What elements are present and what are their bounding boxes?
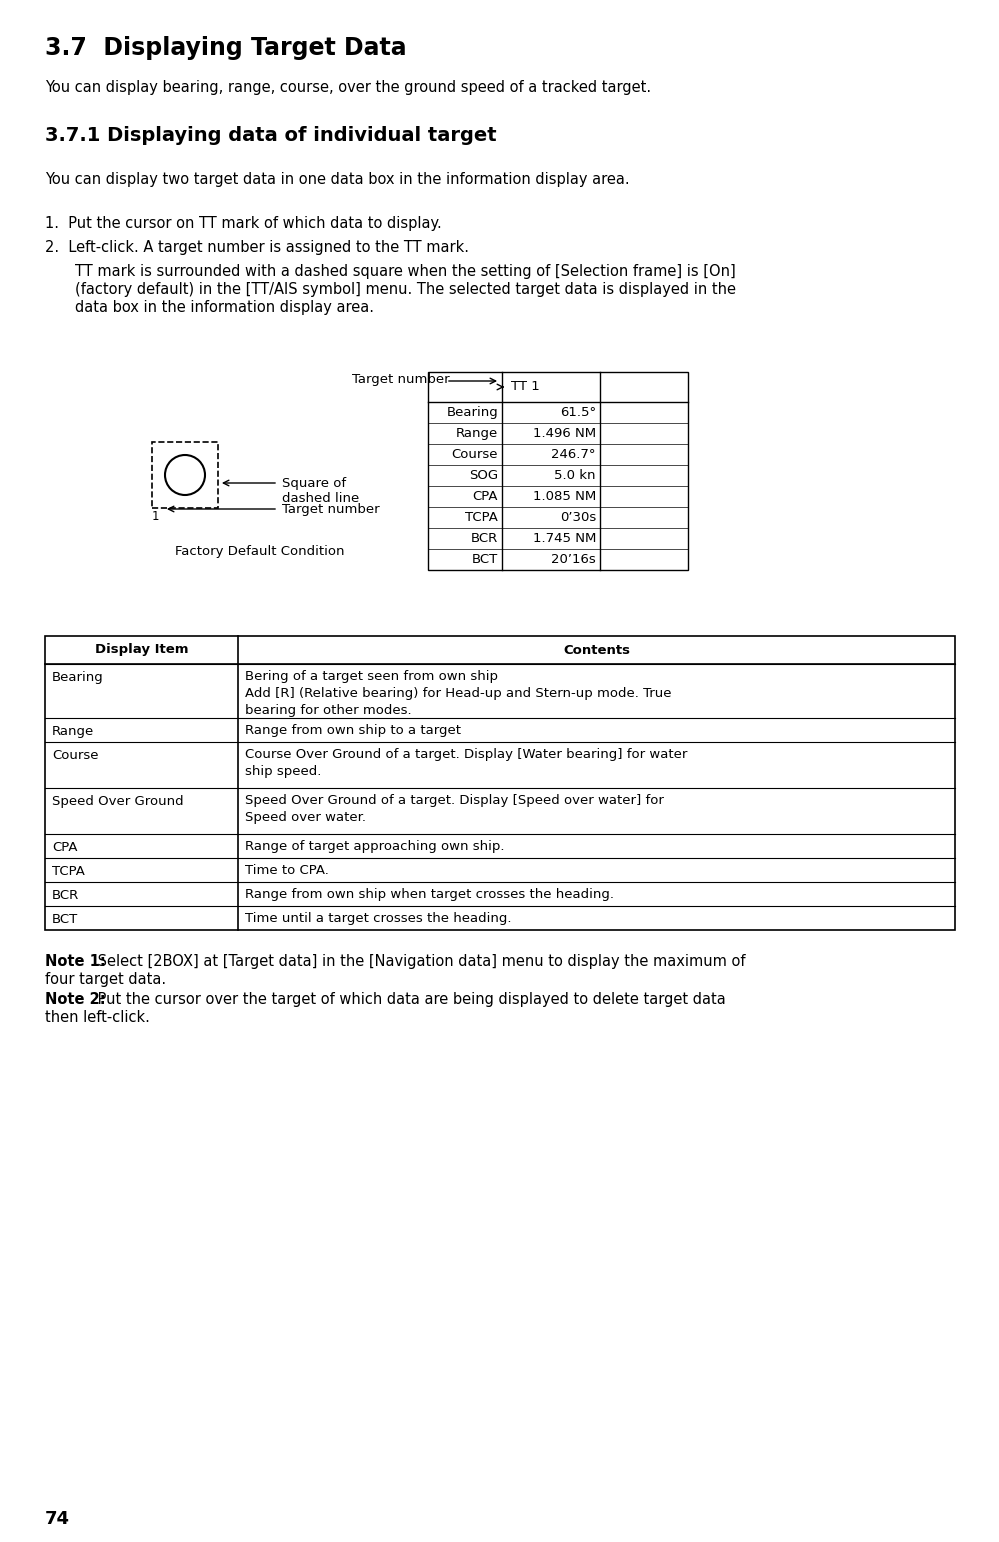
Text: bearing for other modes.: bearing for other modes. [245,705,412,717]
Text: BCT: BCT [52,913,78,927]
Text: then left-click.: then left-click. [45,1010,150,1025]
Text: 74: 74 [45,1510,70,1528]
Text: Time to CPA.: Time to CPA. [245,864,329,877]
Text: Factory Default Condition: Factory Default Condition [175,544,345,558]
Text: 246.7°: 246.7° [551,449,596,461]
Text: 61.5°: 61.5° [559,406,596,419]
Text: TT mark is surrounded with a dashed square when the setting of [Selection frame]: TT mark is surrounded with a dashed squa… [75,264,735,279]
Text: Contents: Contents [563,643,630,657]
Text: Target number: Target number [282,503,380,515]
Text: dashed line: dashed line [282,492,360,504]
Text: (factory default) in the [TT/AIS symbol] menu. The selected target data is displ: (factory default) in the [TT/AIS symbol]… [75,282,736,298]
Text: Course: Course [452,449,498,461]
Text: 1: 1 [152,510,160,523]
Text: Target number: Target number [352,373,450,386]
Text: 3.7  Displaying Target Data: 3.7 Displaying Target Data [45,35,407,60]
Text: Speed over water.: Speed over water. [245,811,366,823]
Text: Select [2BOX] at [Target data] in the [Navigation data] menu to display the maxi: Select [2BOX] at [Target data] in the [N… [93,954,745,968]
Text: Display Item: Display Item [95,643,188,657]
Text: Course: Course [52,749,99,762]
Text: CPA: CPA [52,840,78,854]
Text: 1.085 NM: 1.085 NM [532,490,596,503]
Text: four target data.: four target data. [45,971,166,987]
Text: BCR: BCR [471,532,498,544]
Text: ship speed.: ship speed. [245,765,322,779]
Circle shape [165,455,205,495]
Text: 20’16s: 20’16s [551,554,596,566]
Text: 1.745 NM: 1.745 NM [532,532,596,544]
Text: Range of target approaching own ship.: Range of target approaching own ship. [245,840,504,853]
Text: Speed Over Ground: Speed Over Ground [52,796,184,808]
Text: Time until a target crosses the heading.: Time until a target crosses the heading. [245,911,511,925]
Text: You can display bearing, range, course, over the ground speed of a tracked targe: You can display bearing, range, course, … [45,80,651,96]
Text: Add [R] (Relative bearing) for Head-up and Stern-up mode. True: Add [R] (Relative bearing) for Head-up a… [245,688,671,700]
Text: TCPA: TCPA [466,510,498,524]
Text: 0’30s: 0’30s [559,510,596,524]
Text: BCR: BCR [52,890,79,902]
Text: Range: Range [456,427,498,439]
Text: You can display two target data in one data box in the information display area.: You can display two target data in one d… [45,173,629,187]
Text: Range from own ship to a target: Range from own ship to a target [245,725,461,737]
Text: data box in the information display area.: data box in the information display area… [75,301,374,315]
Text: BCT: BCT [472,554,498,566]
Text: CPA: CPA [473,490,498,503]
Text: 1.  Put the cursor on TT mark of which data to display.: 1. Put the cursor on TT mark of which da… [45,216,442,231]
Text: TCPA: TCPA [52,865,85,877]
Text: SOG: SOG [469,469,498,483]
Text: Bering of a target seen from own ship: Bering of a target seen from own ship [245,671,498,683]
Text: Bearing: Bearing [52,671,104,685]
Text: 2.  Left-click. A target number is assigned to the TT mark.: 2. Left-click. A target number is assign… [45,241,469,254]
Bar [45,635,955,930]
Text: TT 1: TT 1 [511,381,539,393]
Bar [152,443,218,507]
Text: Range: Range [52,725,94,739]
Text: Bearing: Bearing [447,406,498,419]
Text: 3.7.1 Displaying data of individual target: 3.7.1 Displaying data of individual targ… [45,126,497,145]
Text: Range from own ship when target crosses the heading.: Range from own ship when target crosses … [245,888,614,901]
Text: Speed Over Ground of a target. Display [Speed over water] for: Speed Over Ground of a target. Display [… [245,794,664,806]
Text: Note 1:: Note 1: [45,954,106,968]
Text: Square of: Square of [282,476,346,489]
Text: 1.496 NM: 1.496 NM [532,427,596,439]
Text: Put the cursor over the target of which data are being displayed to delete targe: Put the cursor over the target of which … [93,992,725,1007]
Text: 5.0 kn: 5.0 kn [554,469,596,483]
Bar [428,372,688,571]
Text: Course Over Ground of a target. Display [Water bearing] for water: Course Over Ground of a target. Display … [245,748,687,762]
Text: Note 2:: Note 2: [45,992,106,1007]
